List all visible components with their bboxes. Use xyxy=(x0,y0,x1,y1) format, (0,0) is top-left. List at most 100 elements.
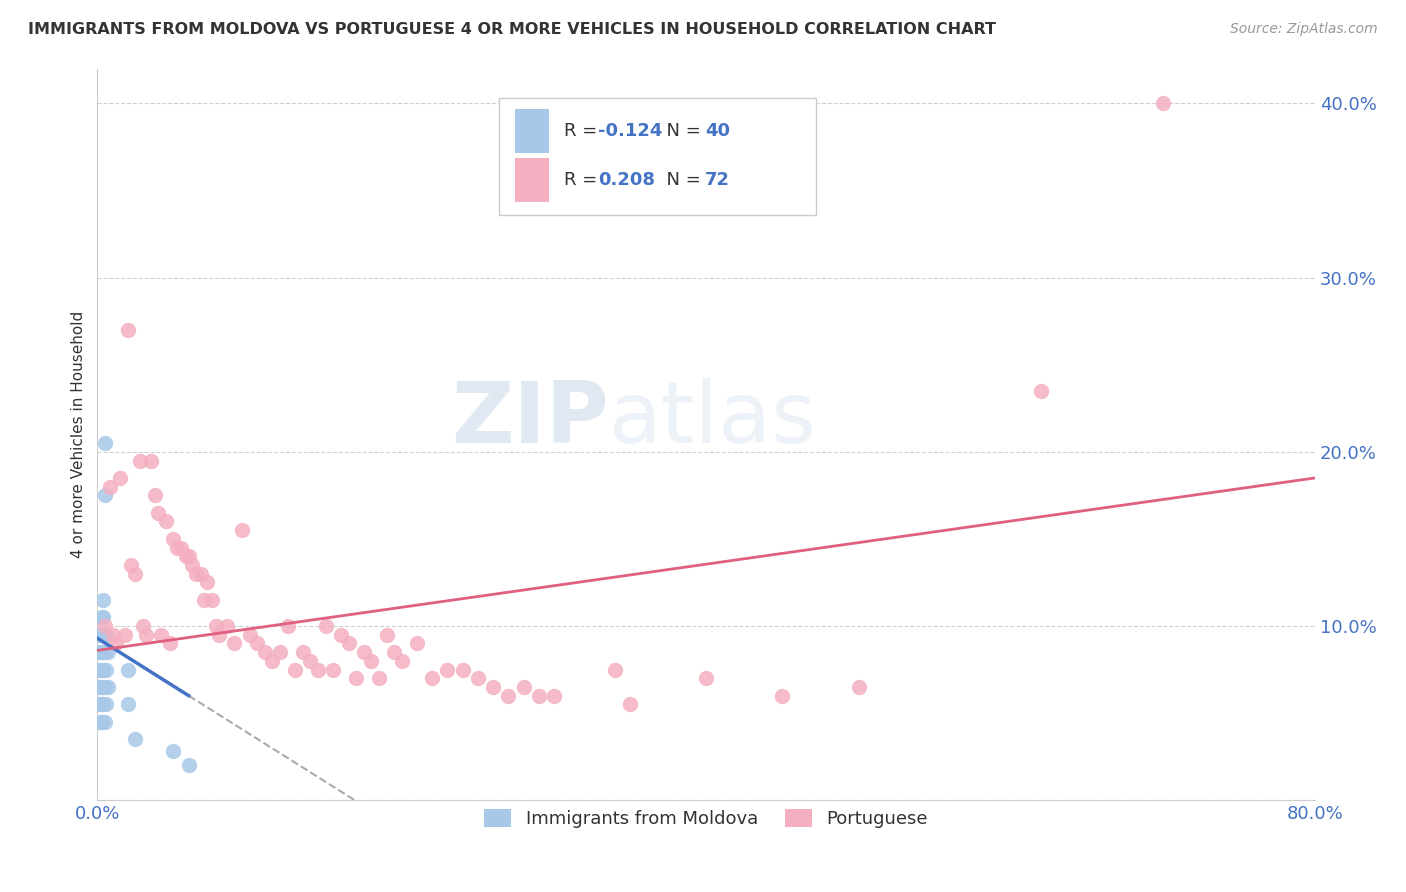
Point xyxy=(239,628,262,642)
Point xyxy=(89,645,111,659)
Point xyxy=(498,689,520,703)
Point xyxy=(284,663,307,677)
Point xyxy=(391,654,413,668)
Point xyxy=(94,436,117,450)
Point xyxy=(603,663,626,677)
Point xyxy=(543,689,565,703)
Point xyxy=(114,628,136,642)
Point xyxy=(382,645,405,659)
Point xyxy=(180,558,202,572)
Point xyxy=(94,645,117,659)
Point xyxy=(139,453,162,467)
Point xyxy=(246,636,269,650)
Point xyxy=(170,541,193,555)
Point xyxy=(174,549,197,564)
Point xyxy=(117,323,139,337)
Point xyxy=(93,610,115,624)
Point xyxy=(90,698,112,712)
Point xyxy=(93,593,115,607)
Point xyxy=(97,680,120,694)
Point xyxy=(94,714,117,729)
Point xyxy=(124,732,146,747)
Point xyxy=(150,628,173,642)
Point xyxy=(353,645,375,659)
Point xyxy=(190,566,212,581)
Text: 40: 40 xyxy=(704,121,730,140)
Point xyxy=(132,619,155,633)
Point xyxy=(124,566,146,581)
FancyBboxPatch shape xyxy=(499,98,815,215)
Point xyxy=(224,636,246,650)
Text: ZIP: ZIP xyxy=(451,378,609,461)
Point xyxy=(87,645,110,659)
Point xyxy=(467,671,489,685)
Point xyxy=(94,619,117,633)
Point xyxy=(108,471,131,485)
Point xyxy=(90,628,112,642)
Point xyxy=(186,566,208,581)
Point xyxy=(420,671,443,685)
Point xyxy=(344,671,367,685)
Point xyxy=(482,680,505,694)
Point xyxy=(90,714,112,729)
Point xyxy=(299,654,322,668)
Text: IMMIGRANTS FROM MOLDOVA VS PORTUGUESE 4 OR MORE VEHICLES IN HOUSEHOLD CORRELATIO: IMMIGRANTS FROM MOLDOVA VS PORTUGUESE 4 … xyxy=(28,22,995,37)
Legend: Immigrants from Moldova, Portuguese: Immigrants from Moldova, Portuguese xyxy=(477,801,935,835)
Point xyxy=(162,744,184,758)
Point xyxy=(117,663,139,677)
Point xyxy=(89,680,111,694)
Point xyxy=(94,628,117,642)
Point xyxy=(695,671,717,685)
Point xyxy=(94,488,117,502)
Point xyxy=(89,698,111,712)
Text: atlas: atlas xyxy=(609,378,817,461)
Point xyxy=(155,515,177,529)
Point xyxy=(135,628,157,642)
Point xyxy=(94,680,117,694)
Point xyxy=(527,689,550,703)
Point xyxy=(117,698,139,712)
Point xyxy=(93,645,115,659)
Text: Source: ZipAtlas.com: Source: ZipAtlas.com xyxy=(1230,22,1378,37)
Point xyxy=(87,698,110,712)
Point xyxy=(96,663,118,677)
Point xyxy=(619,698,641,712)
Point xyxy=(97,645,120,659)
Point xyxy=(512,680,534,694)
Text: R =: R = xyxy=(564,121,603,140)
Point xyxy=(89,663,111,677)
FancyBboxPatch shape xyxy=(515,158,550,202)
Point xyxy=(329,628,352,642)
Point xyxy=(262,654,284,668)
Point xyxy=(90,680,112,694)
Point xyxy=(166,541,188,555)
Point xyxy=(848,680,870,694)
Point xyxy=(101,628,124,642)
Point xyxy=(98,480,121,494)
Point xyxy=(253,645,276,659)
Point xyxy=(89,714,111,729)
Point xyxy=(93,663,115,677)
Point xyxy=(177,758,200,772)
Point xyxy=(291,645,314,659)
Point xyxy=(162,532,184,546)
Point xyxy=(90,645,112,659)
Y-axis label: 4 or more Vehicles in Household: 4 or more Vehicles in Household xyxy=(72,310,86,558)
Point xyxy=(93,628,115,642)
Point xyxy=(87,680,110,694)
Point xyxy=(93,680,115,694)
Point xyxy=(770,689,793,703)
Point xyxy=(89,628,111,642)
Point xyxy=(375,628,398,642)
Point xyxy=(307,663,329,677)
Point xyxy=(177,549,200,564)
Point xyxy=(406,636,429,650)
Point xyxy=(148,506,170,520)
Point xyxy=(96,698,118,712)
Point xyxy=(87,663,110,677)
Text: 0.208: 0.208 xyxy=(598,170,655,189)
Point xyxy=(143,488,166,502)
Point xyxy=(360,654,382,668)
Point xyxy=(195,575,218,590)
Point xyxy=(96,628,118,642)
